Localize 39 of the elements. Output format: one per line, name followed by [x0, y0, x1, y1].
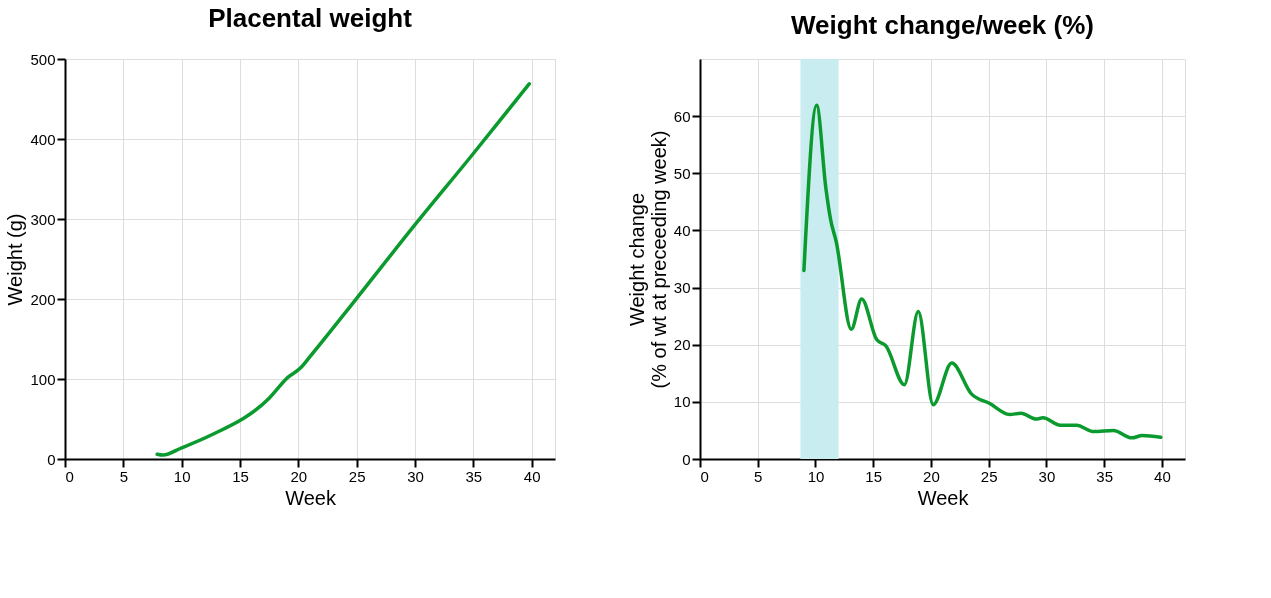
y-tick-label: 400 — [30, 130, 56, 148]
x-axis-title: Week — [285, 486, 337, 509]
x-tick-label: 20 — [923, 467, 940, 485]
x-tick-label: 35 — [1096, 467, 1114, 485]
x-tick-label: 10 — [173, 467, 191, 485]
x-tick-label: 40 — [1154, 467, 1171, 485]
x-tick-label: 20 — [290, 467, 308, 485]
x-tick-label: 35 — [465, 467, 483, 485]
y-axis-title: Weight (g) — [4, 213, 27, 306]
chart-title: Weight change/week (%) — [791, 10, 1094, 40]
chart-title: Placental weight — [208, 3, 413, 33]
x-tick-label: 25 — [980, 467, 998, 485]
x-tick-label: 0 — [700, 467, 709, 485]
y-tick-label: 500 — [30, 50, 56, 68]
y-tick-label: 0 — [682, 450, 691, 468]
y-tick-label: 20 — [673, 336, 691, 354]
x-tick-label: 10 — [807, 467, 825, 485]
line-series — [155, 82, 532, 457]
x-tick-label: 5 — [119, 467, 129, 485]
y-tick-label: 50 — [673, 164, 691, 182]
x-tick-label: 30 — [407, 467, 424, 485]
y-axis-title: Weight change (% of wt at preceeding week) — [625, 130, 670, 389]
line-series — [802, 103, 1163, 440]
y-tick-label: 200 — [30, 290, 56, 308]
y-tick-label: 300 — [30, 210, 56, 228]
y-tick-label: 100 — [30, 370, 56, 388]
y-tick-label: 30 — [673, 279, 691, 297]
x-tick-label: 25 — [348, 467, 366, 485]
x-tick-label: 15 — [232, 467, 249, 485]
y-tick-label: 10 — [673, 393, 691, 411]
y-tick-label: 0 — [47, 450, 56, 468]
x-tick-label: 15 — [865, 467, 883, 485]
x-tick-label: 40 — [523, 467, 541, 485]
y-tick-label: 40 — [673, 221, 691, 239]
x-tick-label: 0 — [65, 467, 74, 485]
x-axis-title: Week — [917, 486, 970, 509]
x-tick-label: 5 — [754, 467, 763, 485]
y-tick-label: 60 — [673, 107, 691, 125]
x-tick-label: 30 — [1038, 467, 1056, 485]
